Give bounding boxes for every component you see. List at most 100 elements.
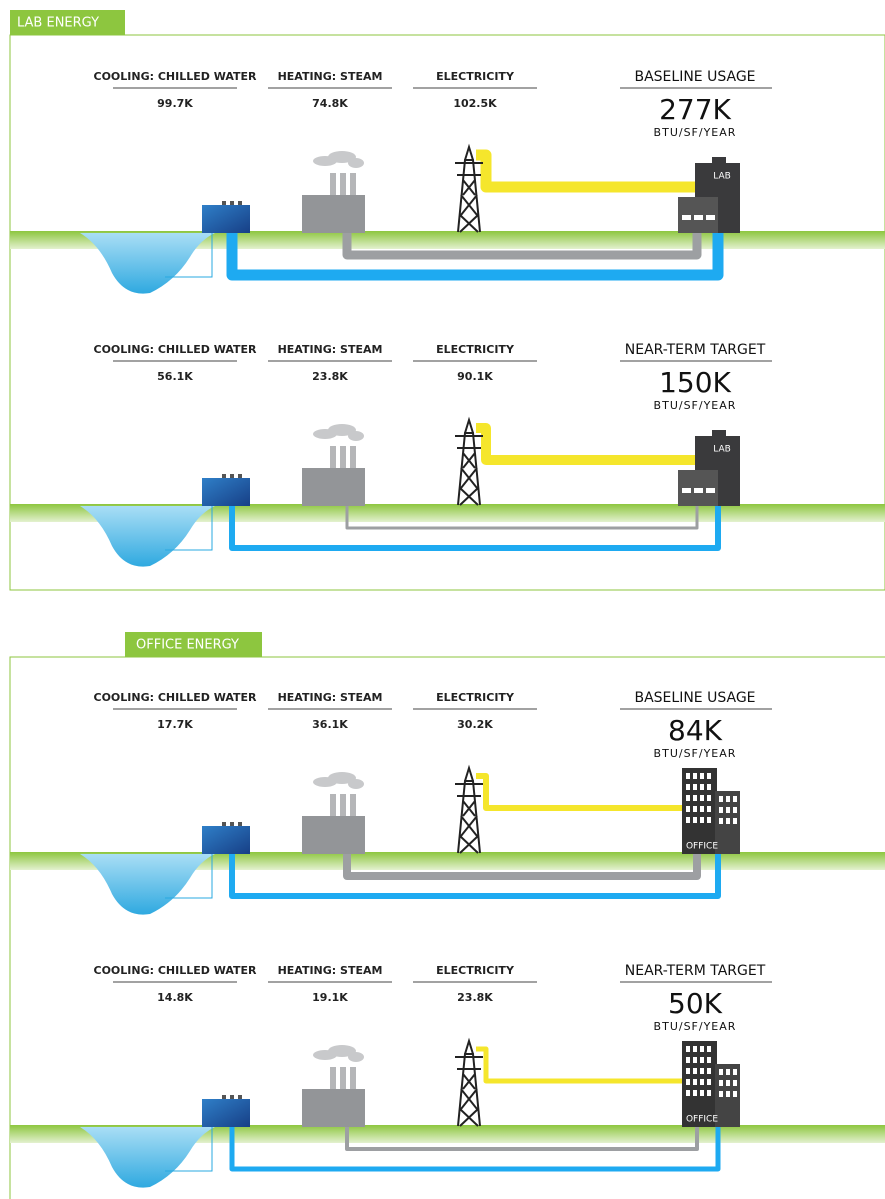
window: [707, 1046, 711, 1052]
item-value: 99.7K: [157, 97, 193, 110]
window: [700, 1046, 704, 1052]
lab-vent: [712, 157, 726, 163]
window: [719, 1069, 723, 1075]
electric-line: [476, 776, 697, 808]
chimney: [330, 794, 336, 816]
building-label: OFFICE: [686, 842, 718, 852]
plant-vent: [230, 474, 234, 478]
window: [682, 215, 691, 220]
window: [693, 784, 697, 790]
plant-vent: [238, 474, 242, 478]
item-label: HEATING: STEAM: [278, 964, 383, 977]
window: [706, 488, 715, 493]
window: [726, 1069, 730, 1075]
plant-vent: [238, 822, 242, 826]
window: [693, 1057, 697, 1063]
chimney: [350, 794, 356, 816]
item-label: HEATING: STEAM: [278, 691, 383, 704]
item-value: 23.8K: [457, 991, 493, 1004]
window: [693, 806, 697, 812]
window: [719, 807, 723, 813]
window: [726, 1080, 730, 1086]
window: [700, 1079, 704, 1085]
window: [719, 1091, 723, 1097]
item-label: HEATING: STEAM: [278, 70, 383, 83]
window: [686, 1079, 690, 1085]
window: [726, 796, 730, 802]
plant-vent: [238, 201, 242, 205]
item-value: 90.1K: [457, 370, 493, 383]
smoke: [348, 431, 364, 441]
window: [733, 796, 737, 802]
plant-vent: [222, 822, 226, 826]
tower: [455, 768, 483, 853]
window: [694, 488, 703, 493]
window: [726, 818, 730, 824]
window: [700, 806, 704, 812]
window: [700, 1090, 704, 1096]
window: [694, 215, 703, 220]
window: [700, 1057, 704, 1063]
plant-vent: [222, 1095, 226, 1099]
item-label: ELECTRICITY: [436, 691, 515, 704]
window: [707, 817, 711, 823]
window: [686, 817, 690, 823]
infographic: LAB ENERGY OFFICE ENERGY COOLING: CHILLE…: [0, 0, 885, 1199]
item-value: 17.7K: [157, 718, 193, 731]
summary-unit: BTU/SF/YEAR: [654, 1020, 737, 1033]
window: [726, 807, 730, 813]
window: [719, 796, 723, 802]
window: [686, 1090, 690, 1096]
item-label: HEATING: STEAM: [278, 343, 383, 356]
plant-vent: [230, 822, 234, 826]
chiller-plant: [202, 205, 250, 233]
summary-unit: BTU/SF/YEAR: [654, 126, 737, 139]
building-label: OFFICE: [686, 1115, 718, 1125]
window: [693, 773, 697, 779]
chimney: [340, 173, 346, 195]
electric-line: [476, 155, 697, 187]
item-value: 19.1K: [312, 991, 348, 1004]
window: [682, 488, 691, 493]
summary-heading: BASELINE USAGE: [634, 690, 755, 706]
plant-vent: [230, 201, 234, 205]
window: [686, 806, 690, 812]
window: [707, 795, 711, 801]
summary-total: 84K: [668, 714, 723, 747]
smoke: [348, 1052, 364, 1062]
window: [686, 773, 690, 779]
window: [700, 773, 704, 779]
window: [733, 818, 737, 824]
factory: [302, 1089, 365, 1127]
window: [686, 784, 690, 790]
summary-total: 277K: [659, 93, 731, 126]
smoke: [348, 779, 364, 789]
chimney: [330, 1067, 336, 1089]
item-value: 36.1K: [312, 718, 348, 731]
window: [700, 1068, 704, 1074]
chimney: [330, 173, 336, 195]
window: [733, 1091, 737, 1097]
window: [707, 1068, 711, 1074]
summary-total: 150K: [659, 366, 731, 399]
lab-vent: [712, 430, 726, 436]
window: [686, 1057, 690, 1063]
window: [707, 1079, 711, 1085]
window: [707, 1057, 711, 1063]
summary-total: 50K: [668, 987, 723, 1020]
item-value: 56.1K: [157, 370, 193, 383]
lake: [80, 506, 215, 567]
tower: [455, 1041, 483, 1126]
window: [693, 795, 697, 801]
summary-heading: BASELINE USAGE: [634, 69, 755, 85]
window: [686, 1068, 690, 1074]
factory: [302, 468, 365, 506]
item-label: COOLING: CHILLED WATER: [94, 70, 258, 83]
chimney: [350, 173, 356, 195]
item-label: ELECTRICITY: [436, 964, 515, 977]
window: [719, 1080, 723, 1086]
window: [700, 784, 704, 790]
window: [733, 1080, 737, 1086]
window: [693, 1079, 697, 1085]
plant-vent: [222, 201, 226, 205]
